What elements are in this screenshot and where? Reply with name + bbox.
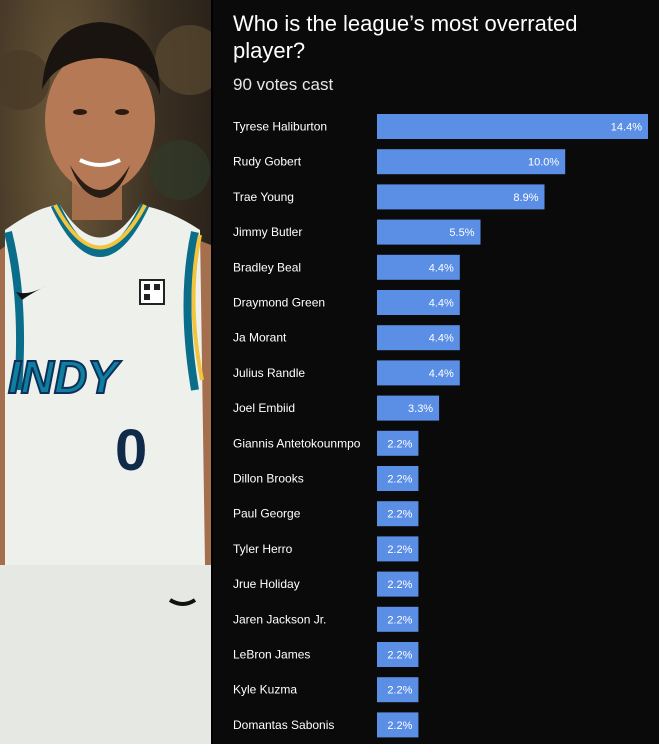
result-bar xyxy=(377,571,419,597)
result-bar xyxy=(377,430,419,456)
jersey-text: INDY xyxy=(8,351,122,403)
percentage-label: 2.2% xyxy=(387,474,412,486)
player-name-label: Jaren Jackson Jr. xyxy=(233,612,326,626)
player-name-label: Kyle Kuzma xyxy=(233,683,297,697)
player-name-label: Tyrese Haliburton xyxy=(233,120,327,134)
percentage-label: 4.4% xyxy=(429,262,454,274)
player-name-label: Jrue Holiday xyxy=(233,577,300,591)
result-bar xyxy=(377,114,648,139)
result-bar xyxy=(377,642,419,667)
percentage-label: 3.3% xyxy=(408,403,433,415)
result-bar xyxy=(377,466,419,491)
percentage-label: 8.9% xyxy=(513,192,538,204)
player-name-label: Jimmy Butler xyxy=(233,225,302,239)
poll-panel: Who is the league’s most overrated playe… xyxy=(213,0,659,744)
player-name-label: Draymond Green xyxy=(233,296,325,310)
player-name-label: Tyler Herro xyxy=(233,542,293,556)
player-photo: INDY 0 xyxy=(0,0,211,744)
result-bar xyxy=(377,395,440,421)
percentage-label: 2.2% xyxy=(387,720,412,732)
player-name-label: Julius Randle xyxy=(233,366,305,380)
player-name-label: LeBron James xyxy=(233,648,310,662)
percentage-label: 4.4% xyxy=(429,333,454,345)
player-name-label: Paul George xyxy=(233,507,301,521)
percentage-label: 2.2% xyxy=(387,438,412,450)
percentage-label: 2.2% xyxy=(387,685,412,697)
result-bar xyxy=(377,677,419,703)
poll-title: Who is the league’s most overrated playe… xyxy=(233,11,578,63)
result-bar xyxy=(377,536,419,562)
percentage-label: 10.0% xyxy=(528,157,559,169)
result-bar xyxy=(377,501,419,527)
votes-count: 90 votes cast xyxy=(233,75,334,94)
player-name-label: Dillon Brooks xyxy=(233,472,304,486)
player-name-label: Joel Embiid xyxy=(233,401,295,415)
percentage-label: 2.2% xyxy=(387,614,412,626)
percentage-label: 2.2% xyxy=(387,544,412,556)
percentage-label: 2.2% xyxy=(387,650,412,662)
player-name-label: Trae Young xyxy=(233,190,294,204)
result-bar xyxy=(377,606,419,632)
player-name-label: Domantas Sabonis xyxy=(233,718,334,732)
result-bar xyxy=(377,254,460,280)
result-bar xyxy=(377,219,481,245)
result-bar xyxy=(377,149,566,175)
player-name-label: Giannis Antetokounmpo xyxy=(233,436,361,450)
player-name-label: Bradley Beal xyxy=(233,260,301,274)
player-name-label: Ja Morant xyxy=(233,331,287,345)
player-illustration: INDY 0 xyxy=(0,22,211,744)
percentage-label: 4.4% xyxy=(429,298,454,310)
results-bar-chart: Tyrese Haliburton 14.4% Rudy Gobert 10.0% Tr… xyxy=(233,114,648,738)
percentage-label: 2.2% xyxy=(387,509,412,521)
result-bar xyxy=(377,184,545,210)
result-bar xyxy=(377,290,460,315)
result-bar xyxy=(377,360,460,386)
percentage-label: 4.4% xyxy=(429,368,454,380)
player-name-label: Rudy Gobert xyxy=(233,155,302,169)
percentage-label: 14.4% xyxy=(611,122,642,134)
percentage-label: 2.2% xyxy=(387,579,412,591)
result-bar xyxy=(377,325,460,351)
jersey-number: 0 xyxy=(115,418,147,483)
result-bar xyxy=(377,712,419,738)
percentage-label: 5.5% xyxy=(449,227,474,239)
